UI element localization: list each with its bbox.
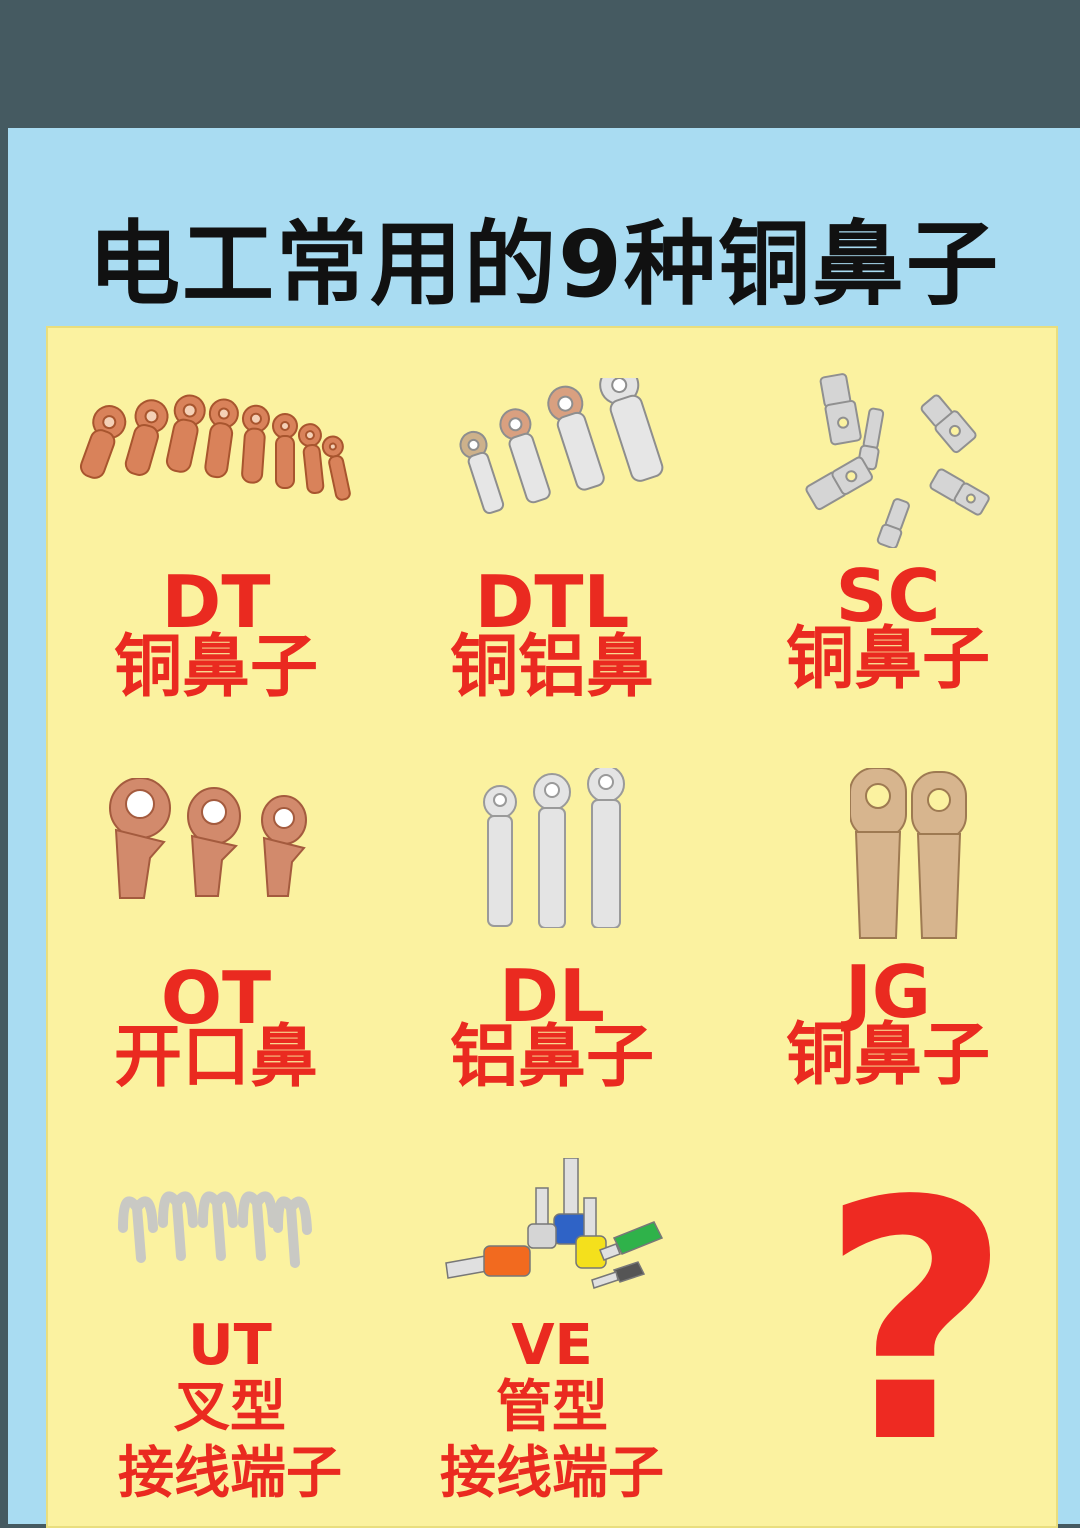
open-lug-set-icon [109, 778, 307, 899]
fork-terminal-set-icon [118, 1191, 312, 1268]
terminal-board: DT 铜鼻子 DTL 铜铝鼻 [46, 326, 1058, 1528]
item-dtl: DTL 铜铝鼻 [384, 328, 720, 728]
item-name: 铜铝鼻 [449, 628, 654, 707]
item-ut: UT 叉型 接线端子 [48, 1128, 384, 1526]
question-mark-icon: ? [820, 1131, 1012, 1515]
item-code: VE [511, 1313, 593, 1378]
item-code: UT [188, 1313, 272, 1378]
tube-terminal-set-icon [445, 1158, 664, 1289]
item-name: 开口鼻 [113, 1018, 318, 1097]
item-name: 铜鼻子 [785, 620, 990, 699]
item-code: SC [835, 554, 941, 638]
item-dl: DL 铝鼻子 [384, 728, 720, 1128]
item-code: DL [499, 954, 605, 1038]
item-desc: 接线端子 [440, 1441, 664, 1506]
item-dt: DT 铜鼻子 [48, 328, 384, 728]
item-code: DTL [474, 560, 630, 644]
top-bar [0, 0, 1080, 128]
page-title: 电工常用的9种铜鼻子 [87, 211, 1000, 318]
item-code: OT [160, 956, 272, 1040]
item-type: 管型 [496, 1375, 608, 1440]
item-unknown: ? [720, 1128, 1056, 1526]
poster: 电工常用的9种铜鼻子 DT 铜鼻子 [8, 128, 1080, 1528]
aluminum-lug-set-icon [483, 768, 625, 928]
sc-lug-set-icon [805, 373, 990, 548]
item-sc: SC 铜鼻子 [720, 328, 1056, 728]
item-desc: 接线端子 [118, 1441, 342, 1506]
item-name: 铜鼻子 [113, 628, 318, 707]
item-name: 铝鼻子 [449, 1018, 654, 1097]
item-code: JG [845, 950, 931, 1034]
item-name: 铜鼻子 [785, 1016, 990, 1095]
copper-aluminum-lug-set-icon [459, 378, 664, 515]
item-code: DT [161, 560, 271, 644]
jg-lug-set-icon [850, 768, 967, 939]
item-ot: OT 开口鼻 [48, 728, 384, 1128]
item-ve: VE 管型 接线端子 [384, 1128, 720, 1526]
item-jg: JG 铜鼻子 [720, 728, 1056, 1128]
copper-lug-set-icon [79, 394, 351, 501]
item-type: 叉型 [174, 1375, 286, 1440]
